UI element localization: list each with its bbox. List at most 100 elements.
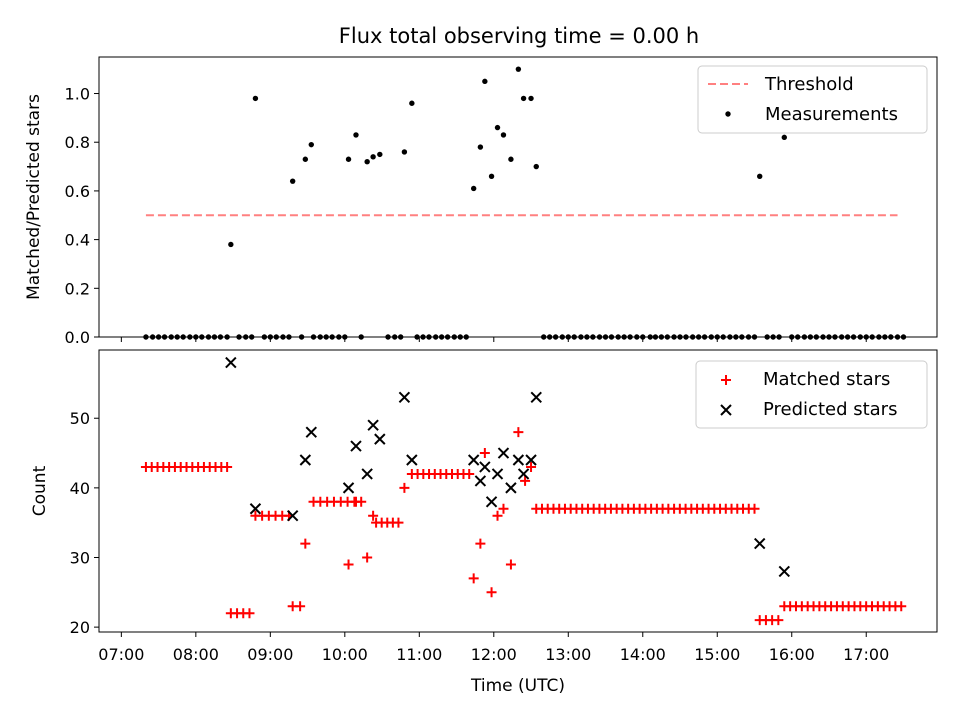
matched-star-point <box>295 601 306 612</box>
predicted-star-point <box>491 468 504 480</box>
matched-star-point <box>343 559 354 570</box>
matched-star-point <box>526 461 537 472</box>
bottom-x-axis-label: Time (UTC) <box>470 676 565 696</box>
top-y-axis-label: Matched/Predicted stars <box>24 94 44 300</box>
bottom-x-tick-label: 09:00 <box>247 645 293 664</box>
predicted-star-point <box>467 454 480 466</box>
predicted-star-point <box>517 468 530 480</box>
matched-star-point <box>749 503 760 514</box>
matched-star-point <box>393 517 404 528</box>
measurement-point <box>228 241 234 248</box>
measurement-point <box>308 141 314 148</box>
top-y-tick-label: 0.6 <box>65 182 90 201</box>
predicted-star-point <box>374 433 386 445</box>
measurement-point <box>515 66 522 72</box>
legend-measurements-label: Measurements <box>765 104 898 125</box>
measurement-point <box>528 95 534 102</box>
measurement-point <box>488 173 495 180</box>
bottom-y-tick-label: 30 <box>70 548 90 567</box>
matched-star-point <box>479 448 490 459</box>
matched-star-point <box>468 573 479 584</box>
measurement-point <box>508 156 514 162</box>
bottom-x-tick-label: 16:00 <box>769 645 815 664</box>
measurement-point <box>345 156 352 162</box>
top-legend-box <box>697 65 928 134</box>
bottom-x-tick-label: 17:00 <box>843 645 889 664</box>
matched-star-point <box>222 461 233 472</box>
bottom-y-tick-label: 50 <box>70 409 90 428</box>
predicted-star-point <box>342 482 355 494</box>
bottom-x-tick-label: 13:00 <box>545 645 591 664</box>
matched-star-point <box>350 496 361 507</box>
matched-star-point <box>896 601 907 612</box>
matched-star-point <box>464 468 475 479</box>
measurement-point <box>364 158 370 165</box>
measurement-point <box>494 124 501 131</box>
measurement-point <box>409 100 415 106</box>
top-axes-frame <box>98 56 938 338</box>
measurement-point <box>781 134 787 141</box>
predicted-star-point <box>525 454 537 466</box>
top-y-tick-label: 0.2 <box>65 279 90 298</box>
matched-star-point <box>244 608 255 619</box>
matched-star-point <box>300 538 311 549</box>
predicted-star-point <box>505 482 517 494</box>
predicted-star-point <box>398 391 411 404</box>
predicted-star-point <box>512 454 525 466</box>
predicted-star-point <box>479 461 491 473</box>
measurement-point <box>482 78 488 85</box>
predicted-star-point <box>367 419 379 431</box>
top-chart-title: Flux total observing time = 0.00 h <box>339 24 699 48</box>
bottom-x-tick-label: 10:00 <box>322 645 368 664</box>
matched-star-point <box>513 427 524 438</box>
measurement-point <box>477 144 484 150</box>
measurement-point <box>520 95 527 102</box>
measurement-point <box>401 149 408 155</box>
predicted-star-point <box>485 496 498 508</box>
predicted-star-point <box>406 454 418 466</box>
measurement-point <box>302 156 309 162</box>
bottom-y-axis-label: Count <box>30 465 50 516</box>
predicted-star-point <box>249 503 262 515</box>
matched-star-point <box>475 538 486 549</box>
predicted-star-point <box>474 475 487 487</box>
measurement-point <box>289 178 296 184</box>
legend-predicted-swatch <box>720 404 732 416</box>
top-y-tick-label: 0.8 <box>65 133 90 152</box>
bottom-x-tick-label: 11:00 <box>396 645 442 664</box>
matched-star-point <box>520 475 531 486</box>
matched-star-point <box>492 510 503 521</box>
measurement-point <box>353 132 359 138</box>
matched-star-point <box>486 587 497 598</box>
legend-threshold-label: Threshold <box>764 74 854 95</box>
predicted-star-point <box>286 510 299 522</box>
bottom-axes-frame <box>98 349 938 633</box>
matched-star-point <box>368 510 379 521</box>
top-y-tick-label: 1.0 <box>65 85 90 104</box>
legend-matched-swatch <box>721 375 731 385</box>
predicted-star-point <box>778 565 791 578</box>
matched-star-point <box>362 552 373 563</box>
measurement-point <box>533 163 539 170</box>
matched-star-point <box>505 559 516 570</box>
measurement-point <box>252 95 259 102</box>
predicted-star-point <box>497 447 510 459</box>
bottom-x-tick-label: 08:00 <box>173 645 219 664</box>
predicted-star-point <box>299 454 312 466</box>
bottom-y-tick-label: 40 <box>70 479 90 498</box>
top-y-tick-label: 0.4 <box>65 231 90 250</box>
predicted-star-point <box>530 391 542 404</box>
bottom-y-tick-label: 20 <box>70 618 90 637</box>
predicted-star-point <box>361 468 373 480</box>
predicted-star-point <box>350 440 362 452</box>
measurement-point <box>500 132 507 138</box>
bottom-x-tick-label: 07:00 <box>98 645 144 664</box>
predicted-star-point <box>305 426 318 438</box>
measurement-point <box>470 185 477 192</box>
legend-predicted-label: Predicted stars <box>763 399 897 420</box>
matched-star-point <box>498 503 509 514</box>
top-y-tick-label: 0.0 <box>65 328 90 347</box>
measurement-point <box>370 154 376 160</box>
legend-measurements-swatch <box>725 111 731 117</box>
